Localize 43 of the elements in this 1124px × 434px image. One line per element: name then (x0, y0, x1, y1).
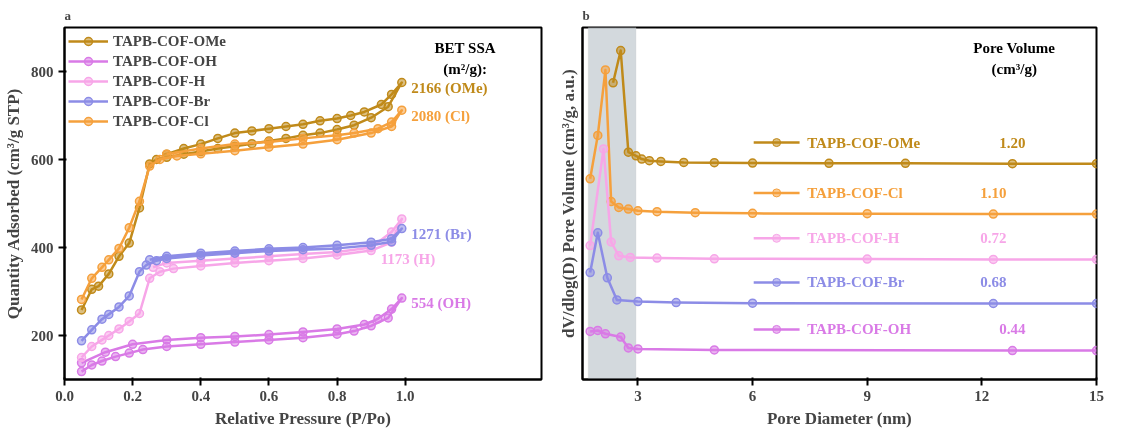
annotation: 0.72 (980, 230, 1007, 247)
x-tick-label: 15 (1089, 387, 1104, 404)
x-tick-label: 6 (748, 387, 757, 404)
chart-title: a (64, 7, 72, 23)
annotation: 2080 (Cl) (411, 107, 471, 125)
annotation: 0.68 (980, 274, 1007, 291)
annotation: 1271 (Br) (411, 225, 472, 243)
legend-label: TAPB-COF-OH (807, 321, 912, 338)
x-tick-label: 0.8 (327, 387, 347, 404)
legend-label: TAPB-COF-OMe (807, 134, 921, 151)
annotation: 1.20 (999, 134, 1026, 151)
x-tick-label: 12 (974, 387, 990, 404)
y-tick-label: 200 (31, 327, 54, 344)
legend-label: TAPB-COF-Br (807, 274, 905, 291)
legend-label: TAPB-COF-OMe (113, 32, 227, 50)
x-axis-title: Pore Diameter (nm) (766, 408, 912, 428)
x-axis-title: Relative Pressure (P/Po) (215, 408, 391, 428)
annotation: 2166 (OMe) (411, 79, 488, 97)
annotation: 1173 (H) (380, 250, 436, 268)
y-tick-label: 600 (31, 151, 54, 168)
annotation: BET SSA (m²/g): (434, 39, 496, 78)
y-axis-title: Quantity Adsorbed (cm³/g STP) (4, 88, 23, 320)
legend-label: TAPB-COF-Br (113, 92, 211, 110)
annotation: Pore Volume (cm³/g) (973, 39, 1056, 78)
y-tick-label: 400 (31, 239, 54, 256)
legend-label: TAPB-COF-OH (113, 52, 217, 70)
chart-title: b (582, 7, 590, 23)
x-tick-label: 1.0 (395, 387, 415, 404)
annotation: 554 (OH) (411, 295, 471, 313)
x-tick-label: 0.6 (259, 387, 279, 404)
x-tick-label: 0.4 (191, 387, 211, 404)
x-tick-label: 0.2 (123, 387, 143, 404)
legend-label: TAPB-COF-Cl (807, 184, 903, 201)
legend-label: TAPB-COF-Cl (113, 112, 209, 130)
annotation: 0.44 (999, 321, 1027, 338)
legend-label: TAPB-COF-H (807, 230, 900, 247)
x-tick-label: 3 (634, 387, 642, 404)
annotation: 1.10 (980, 184, 1007, 201)
y-tick-label: 800 (31, 63, 54, 80)
legend-label: TAPB-COF-H (113, 72, 206, 90)
x-tick-label: 9 (863, 387, 871, 404)
x-tick-label: 0.0 (55, 387, 74, 404)
y-axis-title: dV/dlog(D) Pore Volume (cm³/g, a.u.) (558, 69, 578, 339)
